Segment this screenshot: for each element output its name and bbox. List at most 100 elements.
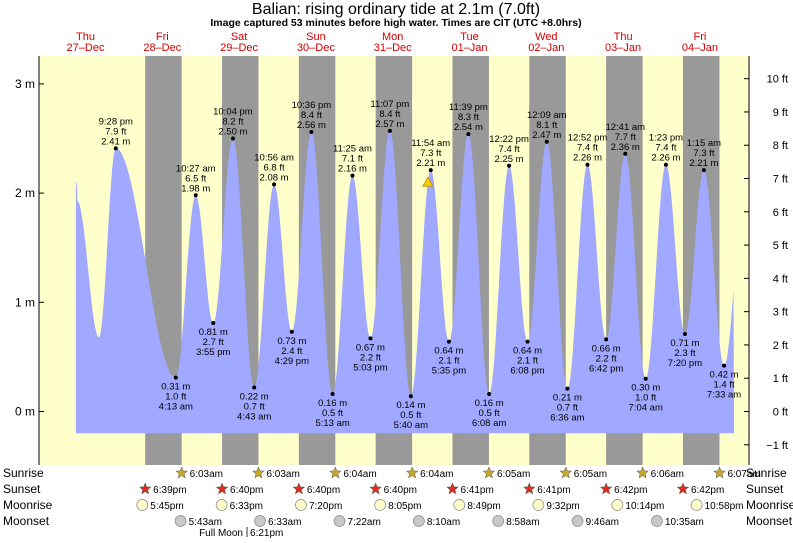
- sun-icon: [559, 466, 573, 479]
- high-water-dot: [623, 151, 628, 156]
- astro-time: 6:03am: [190, 469, 223, 480]
- low-water-dot: [722, 363, 727, 368]
- astro-time: 6:39pm: [153, 485, 186, 496]
- low-water-dot: [604, 337, 609, 342]
- astro-time: 8:10am: [427, 517, 460, 528]
- day-of-week-label: Fri: [693, 31, 706, 43]
- right-tick-label: 2 ft: [773, 340, 788, 352]
- low-m-label: 0.21 m: [553, 393, 582, 404]
- low-ft-label: 1.0 ft: [165, 392, 186, 403]
- low-m-label: 0.64 m: [434, 346, 463, 357]
- low-time-label: 6:42 pm: [589, 363, 623, 374]
- high-time-label: 12:41 am: [605, 122, 645, 133]
- right-tick-label: 0 ft: [773, 407, 788, 419]
- high-ft-label: 7.3 ft: [420, 148, 441, 159]
- low-ft-label: 0.7 ft: [557, 403, 578, 414]
- full-moon-label: Full Moon: [199, 528, 243, 538]
- moonrise-icon: [690, 499, 703, 511]
- low-ft-label: 1.0 ft: [635, 393, 656, 404]
- right-tick-label: 5 ft: [773, 240, 788, 252]
- chart-subtitle: Image captured 53 minutes before high wa…: [210, 17, 581, 29]
- astro-time: 6:05am: [574, 469, 607, 480]
- low-ft-label: 2.7 ft: [203, 337, 224, 348]
- low-time-label: 3:55 pm: [196, 347, 230, 358]
- high-water-dot: [113, 146, 118, 151]
- sunset-icon: [599, 482, 613, 495]
- moonrise-icon: [215, 499, 228, 511]
- low-water-dot: [487, 392, 492, 397]
- row-label-left: Sunset: [3, 482, 41, 496]
- tide-annotations: 9:28 pm7.9 ft2.41 m0.31 m1.0 ft4:13 am10…: [99, 99, 742, 431]
- high-water-dot: [387, 128, 392, 133]
- right-tick-label: −1 ft: [766, 440, 788, 452]
- high-water-dot: [544, 139, 549, 144]
- high-time-label: 12:22 pm: [489, 134, 529, 145]
- astro-time: 6:33am: [268, 517, 301, 528]
- sunset-icon: [446, 482, 459, 495]
- high-ft-label: 8.4 ft: [379, 109, 400, 120]
- astro-time: 6:42pm: [614, 485, 647, 496]
- sun-icon: [328, 466, 342, 479]
- day-date-label: 28–Dec: [143, 42, 181, 54]
- high-m-label: 2.56 m: [297, 120, 326, 131]
- low-ft-label: 2.1 ft: [517, 356, 538, 367]
- high-water-dot: [585, 162, 590, 167]
- low-water-dot: [368, 336, 373, 341]
- day-date-label: 29–Dec: [220, 42, 258, 54]
- high-m-label: 2.47 m: [532, 130, 561, 141]
- current-level-marker: [422, 176, 434, 187]
- low-water-dot: [408, 394, 413, 399]
- astro-time: 9:32pm: [546, 501, 579, 512]
- right-tick-label: 8 ft: [773, 140, 788, 152]
- high-m-label: 1.98 m: [181, 183, 210, 194]
- low-time-label: 5:03 pm: [353, 362, 387, 373]
- high-time-label: 10:04 pm: [213, 107, 253, 118]
- sun-icon: [713, 466, 726, 479]
- day-of-week-label: Wed: [535, 31, 557, 43]
- low-m-label: 0.31 m: [161, 382, 190, 393]
- low-time-label: 7:33 am: [707, 390, 741, 401]
- right-tick-label: 4 ft: [773, 273, 788, 285]
- day-date-label: 03–Jan: [605, 42, 641, 54]
- astro-time: 7:22am: [347, 517, 380, 528]
- astro-time: 6:41pm: [460, 485, 493, 496]
- low-m-label: 0.67 m: [356, 342, 385, 353]
- high-water-dot: [701, 168, 706, 173]
- left-tick-label: 3 m: [15, 77, 35, 91]
- right-tick-label: 10 ft: [767, 74, 788, 86]
- low-ft-label: 0.5 ft: [400, 410, 421, 421]
- astro-time: 6:42pm: [691, 485, 724, 496]
- low-m-label: 0.81 m: [199, 327, 228, 338]
- astro-time: 8:58am: [506, 517, 539, 528]
- moonset-icon: [492, 515, 505, 527]
- low-ft-label: 1.4 ft: [713, 380, 734, 391]
- astro-time: 6:40pm: [230, 485, 263, 496]
- high-m-label: 2.26 m: [573, 153, 602, 164]
- high-m-label: 2.57 m: [375, 119, 404, 130]
- tide-area: [75, 131, 735, 434]
- left-tick-label: 1 m: [15, 295, 35, 309]
- sun-icon: [482, 466, 496, 479]
- low-ft-label: 2.4 ft: [281, 346, 302, 357]
- high-m-label: 2.21 m: [689, 158, 718, 169]
- low-water-dot: [211, 321, 216, 326]
- low-ft-label: 0.7 ft: [244, 401, 265, 412]
- high-water-dot: [663, 162, 668, 167]
- sunset-icon: [369, 482, 383, 495]
- low-water-dot: [173, 375, 178, 380]
- astro-time: 6:40pm: [307, 485, 340, 496]
- low-m-label: 0.66 m: [592, 343, 621, 354]
- high-ft-label: 6.8 ft: [264, 162, 285, 173]
- astro-time: 6:04am: [343, 469, 376, 480]
- row-label-right: Sunrise: [746, 466, 787, 480]
- moonset-icon: [651, 515, 663, 527]
- astro-time: 7:20pm: [309, 501, 342, 512]
- day-date-label: 04–Jan: [682, 42, 718, 54]
- high-m-label: 2.25 m: [495, 154, 524, 165]
- sunset-icon: [138, 482, 152, 495]
- high-water-dot: [193, 193, 198, 198]
- low-time-label: 7:20 pm: [668, 358, 702, 369]
- moonset-icon: [412, 515, 425, 527]
- high-time-label: 11:39 pm: [449, 102, 488, 113]
- high-ft-label: 7.4 ft: [499, 144, 520, 155]
